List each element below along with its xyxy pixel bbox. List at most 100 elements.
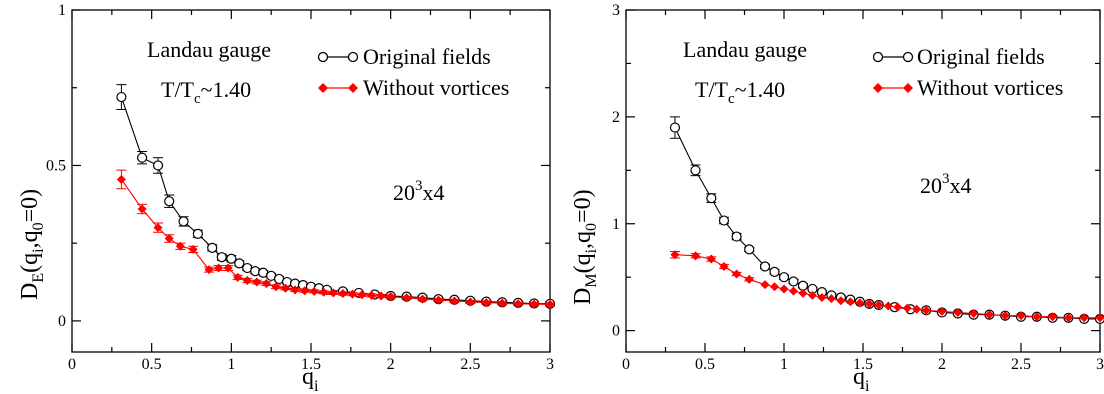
chart-left-point-without xyxy=(513,299,523,309)
chart-right-point-without xyxy=(779,284,789,294)
chart-left-point-original xyxy=(207,242,218,253)
chart-left-point-without xyxy=(164,234,174,244)
chart-left-point-without xyxy=(449,296,459,306)
chart-right-point-without xyxy=(969,309,979,319)
chart-left-point-original xyxy=(226,253,237,264)
chart-left-marks xyxy=(116,84,556,309)
chart-right-panel: 0 0.5 1 1.5 2 2.5 3 0 1 2 3 Landau gauge T/Tc~1.40… xyxy=(570,2,1104,394)
chart-left-point-original xyxy=(137,152,148,163)
chart-left-point-without xyxy=(137,204,147,214)
chart-right-ytick-label: 2 xyxy=(612,109,620,126)
chart-left-point-without xyxy=(465,297,475,307)
chart-right-point-without xyxy=(953,307,963,317)
chart-right-point-original xyxy=(690,165,701,176)
chart-right-ylabel: DM(qi,q0=0) xyxy=(570,189,600,305)
chart-right-point-original xyxy=(718,215,730,226)
chart-left-point-without xyxy=(481,298,491,308)
chart-left-annotation-gauge: Landau gauge xyxy=(147,37,271,62)
chart-left-point-without xyxy=(116,174,126,184)
chart-right-ytick-label: 3 xyxy=(612,2,620,19)
chart-left-legend-label-without: Without vortices xyxy=(363,75,509,100)
chart-right-point-original xyxy=(731,231,742,242)
chart-left-axes: 0 0.5 1 1.5 2 2.5 3 0 0.5 1 xyxy=(46,2,554,373)
chart-right-point-without xyxy=(760,280,770,290)
chart-left-legend-marker-without-2 xyxy=(348,83,358,93)
chart-right-point-without xyxy=(706,254,716,264)
chart-left-point-without xyxy=(418,294,428,304)
chart-left-point-original xyxy=(234,258,245,269)
chart-left-point-without xyxy=(338,289,348,299)
chart-left-xlabel: qi xyxy=(302,364,319,394)
chart-left-point-without xyxy=(153,223,163,233)
chart-right-xtick-label: 0 xyxy=(622,356,630,373)
chart-left-point-without xyxy=(433,295,443,305)
chart-left-ytick-label: 1 xyxy=(58,2,66,19)
chart-left-point-without xyxy=(223,263,233,273)
chart-left-point-without xyxy=(402,293,412,303)
chart-left-ytick-label: 0.5 xyxy=(46,157,66,174)
chart-left-series-line-original xyxy=(120,96,551,305)
chart-right-point-without xyxy=(691,251,701,261)
chart-right-ytick-label: 0 xyxy=(612,323,620,340)
chart-right-point-without xyxy=(1048,312,1058,322)
chart-left-legend-marker-without xyxy=(318,83,328,93)
chart-left-point-without xyxy=(233,272,243,282)
chart-right-point-without xyxy=(912,304,922,314)
chart-left-point-without xyxy=(290,285,300,295)
chart-right-point-original xyxy=(759,261,771,272)
chart-right-point-without xyxy=(845,297,855,307)
chart-left-point-original xyxy=(216,252,227,263)
chart-left-point-without xyxy=(497,298,507,308)
chart-right-point-original xyxy=(769,266,780,277)
chart-left-ylabel: DE(qi,q0=0) xyxy=(17,189,47,300)
chart-right-point-without xyxy=(984,310,994,320)
chart-right-point-without xyxy=(807,290,817,300)
chart-right-xtick-label: 2 xyxy=(938,356,946,373)
chart-left-xtick-label: 0 xyxy=(68,356,76,373)
chart-left-point-without xyxy=(545,299,555,309)
chart-right-point-without xyxy=(1032,312,1042,322)
chart-left-point-original xyxy=(164,196,175,207)
chart-left-annotation-lattice: 203x4 xyxy=(393,178,445,205)
chart-left-point-without xyxy=(261,279,271,289)
chart-right-xtick-label: 3 xyxy=(1096,356,1104,373)
chart-right-legend-marker-original-2 xyxy=(902,51,914,63)
chart-left-series-line-without xyxy=(120,179,551,305)
chart-right-xtick-label: 1 xyxy=(780,356,788,373)
chart-left-legend: Original fields Without vortices xyxy=(317,44,509,100)
chart-right-point-original xyxy=(778,272,790,283)
chart-left-xtick-label: 2.5 xyxy=(460,356,480,373)
chart-left-xtick-label: 1 xyxy=(227,356,235,373)
chart-left-point-original xyxy=(192,228,203,239)
chart-right-point-without xyxy=(732,269,742,279)
chart-right-legend: Original fields Without vortices xyxy=(872,44,1063,100)
chart-right-annotation-temp: T/Tc~1.40 xyxy=(695,77,785,107)
chart-left-point-without xyxy=(242,275,252,285)
chart-left-xtick-label: 1.5 xyxy=(301,356,321,373)
chart-right-point-without xyxy=(921,305,931,315)
chart-right-point-without xyxy=(788,286,798,296)
chart-right-point-without xyxy=(883,301,893,311)
chart-left-xtick-label: 2 xyxy=(387,356,395,373)
chart-right-point-without xyxy=(855,298,865,308)
chart-left-xtick-label: 0.5 xyxy=(142,356,162,373)
chart-right-ytick-label: 1 xyxy=(612,216,620,233)
chart-left-point-without xyxy=(309,286,319,296)
chart-left-panel: 0 0.5 1 1.5 2 2.5 3 0 0.5 1 Landau gauge T/Tc~1.4… xyxy=(17,2,556,394)
chart-left-legend-marker-original xyxy=(317,51,329,63)
chart-left-xtick-label: 3 xyxy=(546,356,554,373)
chart-right-legend-label-without: Without vortices xyxy=(917,75,1063,100)
chart-right-point-without xyxy=(770,282,780,292)
chart-right-point-original xyxy=(669,122,681,133)
chart-right-point-without xyxy=(1063,313,1073,323)
chart-left-point-without xyxy=(214,263,224,273)
chart-left-point-without xyxy=(367,290,377,300)
chart-right-point-without xyxy=(826,294,836,304)
chart-left-point-without xyxy=(281,283,291,293)
chart-right-point-without xyxy=(874,300,884,310)
chart-left-legend-marker-original-2 xyxy=(347,51,359,63)
chart-left-point-original xyxy=(116,91,127,103)
chart-right-axes: 0 0.5 1 1.5 2 2.5 3 0 1 2 3 xyxy=(612,2,1104,373)
chart-right-legend-label-original: Original fields xyxy=(917,44,1045,69)
